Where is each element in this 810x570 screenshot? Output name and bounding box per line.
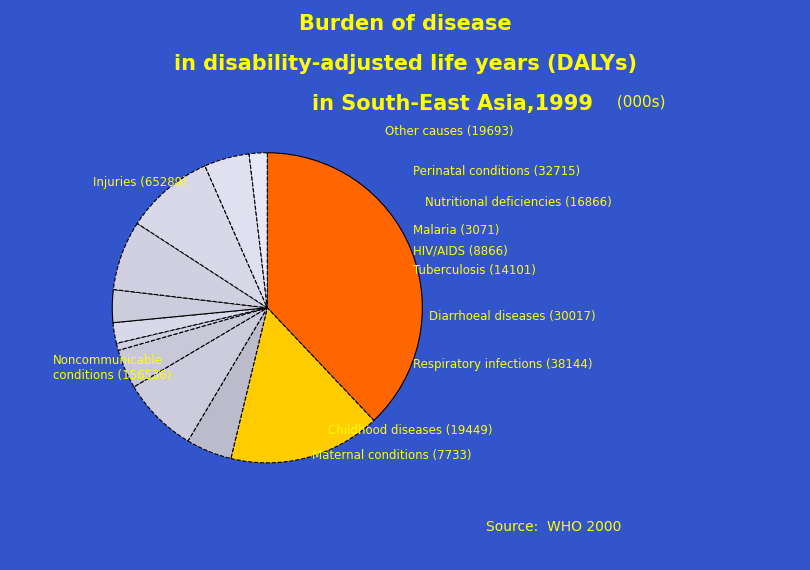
Wedge shape xyxy=(134,308,267,441)
Text: Other causes (19693): Other causes (19693) xyxy=(385,125,514,137)
Wedge shape xyxy=(118,308,267,387)
Wedge shape xyxy=(113,290,267,323)
Text: Respiratory infections (38144): Respiratory infections (38144) xyxy=(413,359,593,371)
Wedge shape xyxy=(231,308,373,463)
Wedge shape xyxy=(267,153,422,421)
Wedge shape xyxy=(113,308,267,343)
Text: Nutritional deficiencies (16866): Nutritional deficiencies (16866) xyxy=(425,196,612,209)
Text: Maternal conditions (7733): Maternal conditions (7733) xyxy=(312,450,471,462)
Text: Childhood diseases (19449): Childhood diseases (19449) xyxy=(328,424,492,437)
Text: Malaria (3071): Malaria (3071) xyxy=(413,225,500,237)
Text: Diarrhoeal diseases (30017): Diarrhoeal diseases (30017) xyxy=(429,310,596,323)
Wedge shape xyxy=(137,166,267,308)
Wedge shape xyxy=(117,308,267,351)
Text: Tuberculosis (14101): Tuberculosis (14101) xyxy=(413,264,536,277)
Text: HIV/AIDS (8866): HIV/AIDS (8866) xyxy=(413,245,508,257)
Text: Injuries (65289): Injuries (65289) xyxy=(93,176,187,189)
Text: Source:  WHO 2000: Source: WHO 2000 xyxy=(486,520,621,534)
Text: Perinatal conditions (32715): Perinatal conditions (32715) xyxy=(413,165,580,177)
Text: in South-East Asia,1999: in South-East Asia,1999 xyxy=(312,94,593,114)
Text: Noncommunicable
conditions (156536): Noncommunicable conditions (156536) xyxy=(53,353,171,382)
Wedge shape xyxy=(249,153,267,308)
Text: in disability-adjusted life years (DALYs): in disability-adjusted life years (DALYs… xyxy=(173,54,637,74)
Text: Burden of disease: Burden of disease xyxy=(299,14,511,34)
Text: (000s): (000s) xyxy=(612,94,666,109)
Wedge shape xyxy=(113,223,267,308)
Wedge shape xyxy=(205,154,267,308)
Wedge shape xyxy=(188,308,267,458)
